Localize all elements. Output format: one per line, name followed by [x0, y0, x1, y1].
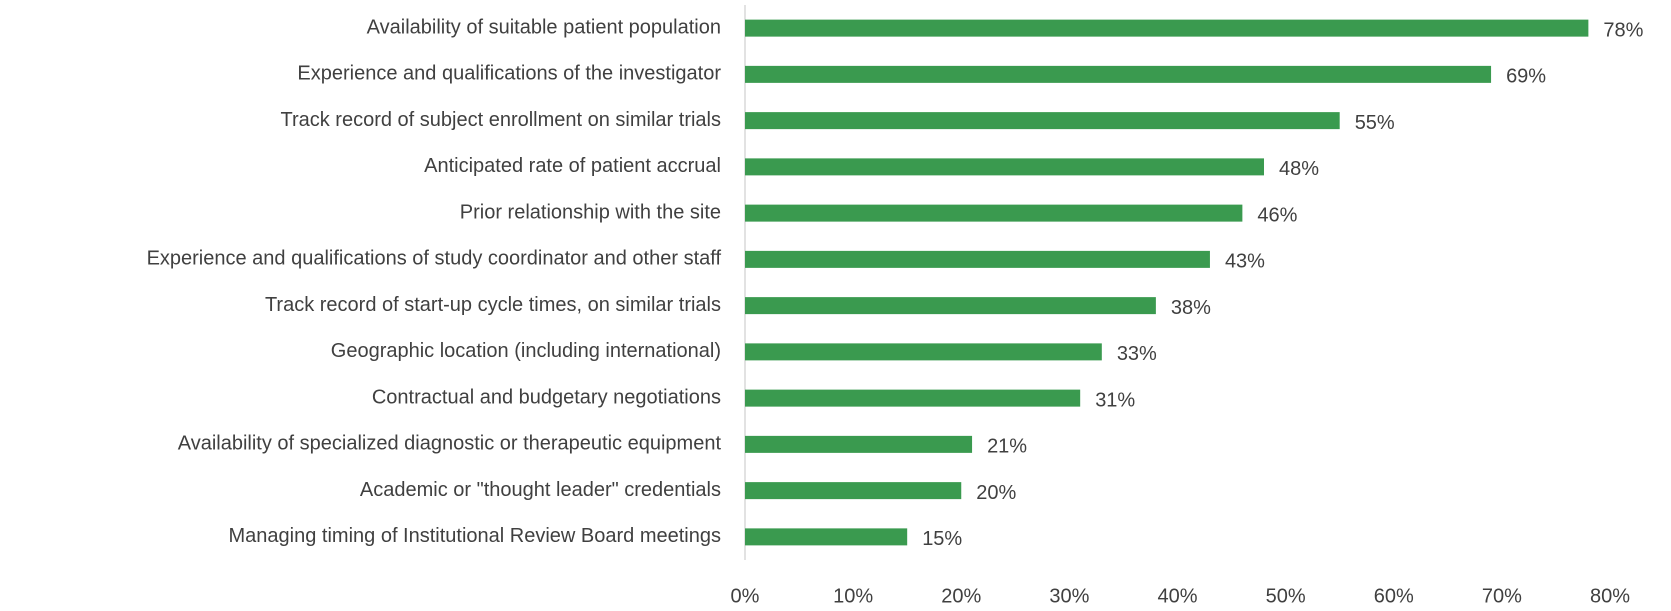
data-label: 55% — [1355, 112, 1395, 134]
y-tick-label: Availability of specialized diagnostic o… — [178, 433, 722, 455]
bar — [745, 19, 1589, 37]
bar — [745, 528, 908, 546]
x-tick-label: 10% — [833, 585, 873, 607]
x-tick-label: 60% — [1374, 585, 1414, 607]
x-tick-label: 70% — [1482, 585, 1522, 607]
data-label: 43% — [1225, 251, 1265, 273]
x-tick-label: 80% — [1590, 585, 1630, 607]
y-tick-label: Anticipated rate of patient accrual — [424, 155, 721, 177]
bar — [745, 158, 1264, 176]
data-label: 38% — [1171, 297, 1211, 319]
y-tick-label: Geographic location (including internati… — [331, 340, 721, 362]
bar — [745, 343, 1102, 361]
x-tick-label: 0% — [731, 585, 760, 607]
data-label: 33% — [1117, 343, 1157, 365]
x-tick-label: 50% — [1266, 585, 1306, 607]
y-tick-label: Prior relationship with the site — [460, 201, 721, 223]
bar — [745, 65, 1492, 83]
x-tick-label: 20% — [941, 585, 981, 607]
bar — [745, 435, 973, 453]
bar — [745, 250, 1210, 268]
bar — [745, 297, 1156, 315]
y-tick-label: Experience and qualifications of study c… — [147, 248, 722, 270]
bar — [745, 204, 1243, 222]
data-label: 20% — [976, 482, 1016, 504]
data-label: 48% — [1279, 158, 1319, 180]
y-tick-label: Availability of suitable patient populat… — [367, 16, 721, 38]
y-tick-label: Track record of subject enrollment on si… — [280, 109, 721, 131]
bar — [745, 112, 1340, 130]
y-tick-label: Contractual and budgetary negotiations — [372, 386, 721, 408]
x-tick-label: 40% — [1157, 585, 1197, 607]
data-label: 31% — [1095, 389, 1135, 411]
x-tick-label: 30% — [1049, 585, 1089, 607]
data-label: 21% — [987, 436, 1027, 458]
y-tick-label: Managing timing of Institutional Review … — [229, 525, 721, 547]
y-tick-label: Track record of start-up cycle times, on… — [265, 294, 721, 316]
data-label: 15% — [922, 528, 962, 550]
bar — [745, 482, 962, 500]
y-tick-label: Academic or "thought leader" credentials — [360, 479, 721, 501]
data-label: 69% — [1506, 66, 1546, 88]
data-label: 78% — [1603, 19, 1643, 41]
bar — [745, 389, 1081, 407]
data-label: 46% — [1257, 204, 1297, 226]
y-tick-label: Experience and qualifications of the inv… — [297, 63, 721, 85]
